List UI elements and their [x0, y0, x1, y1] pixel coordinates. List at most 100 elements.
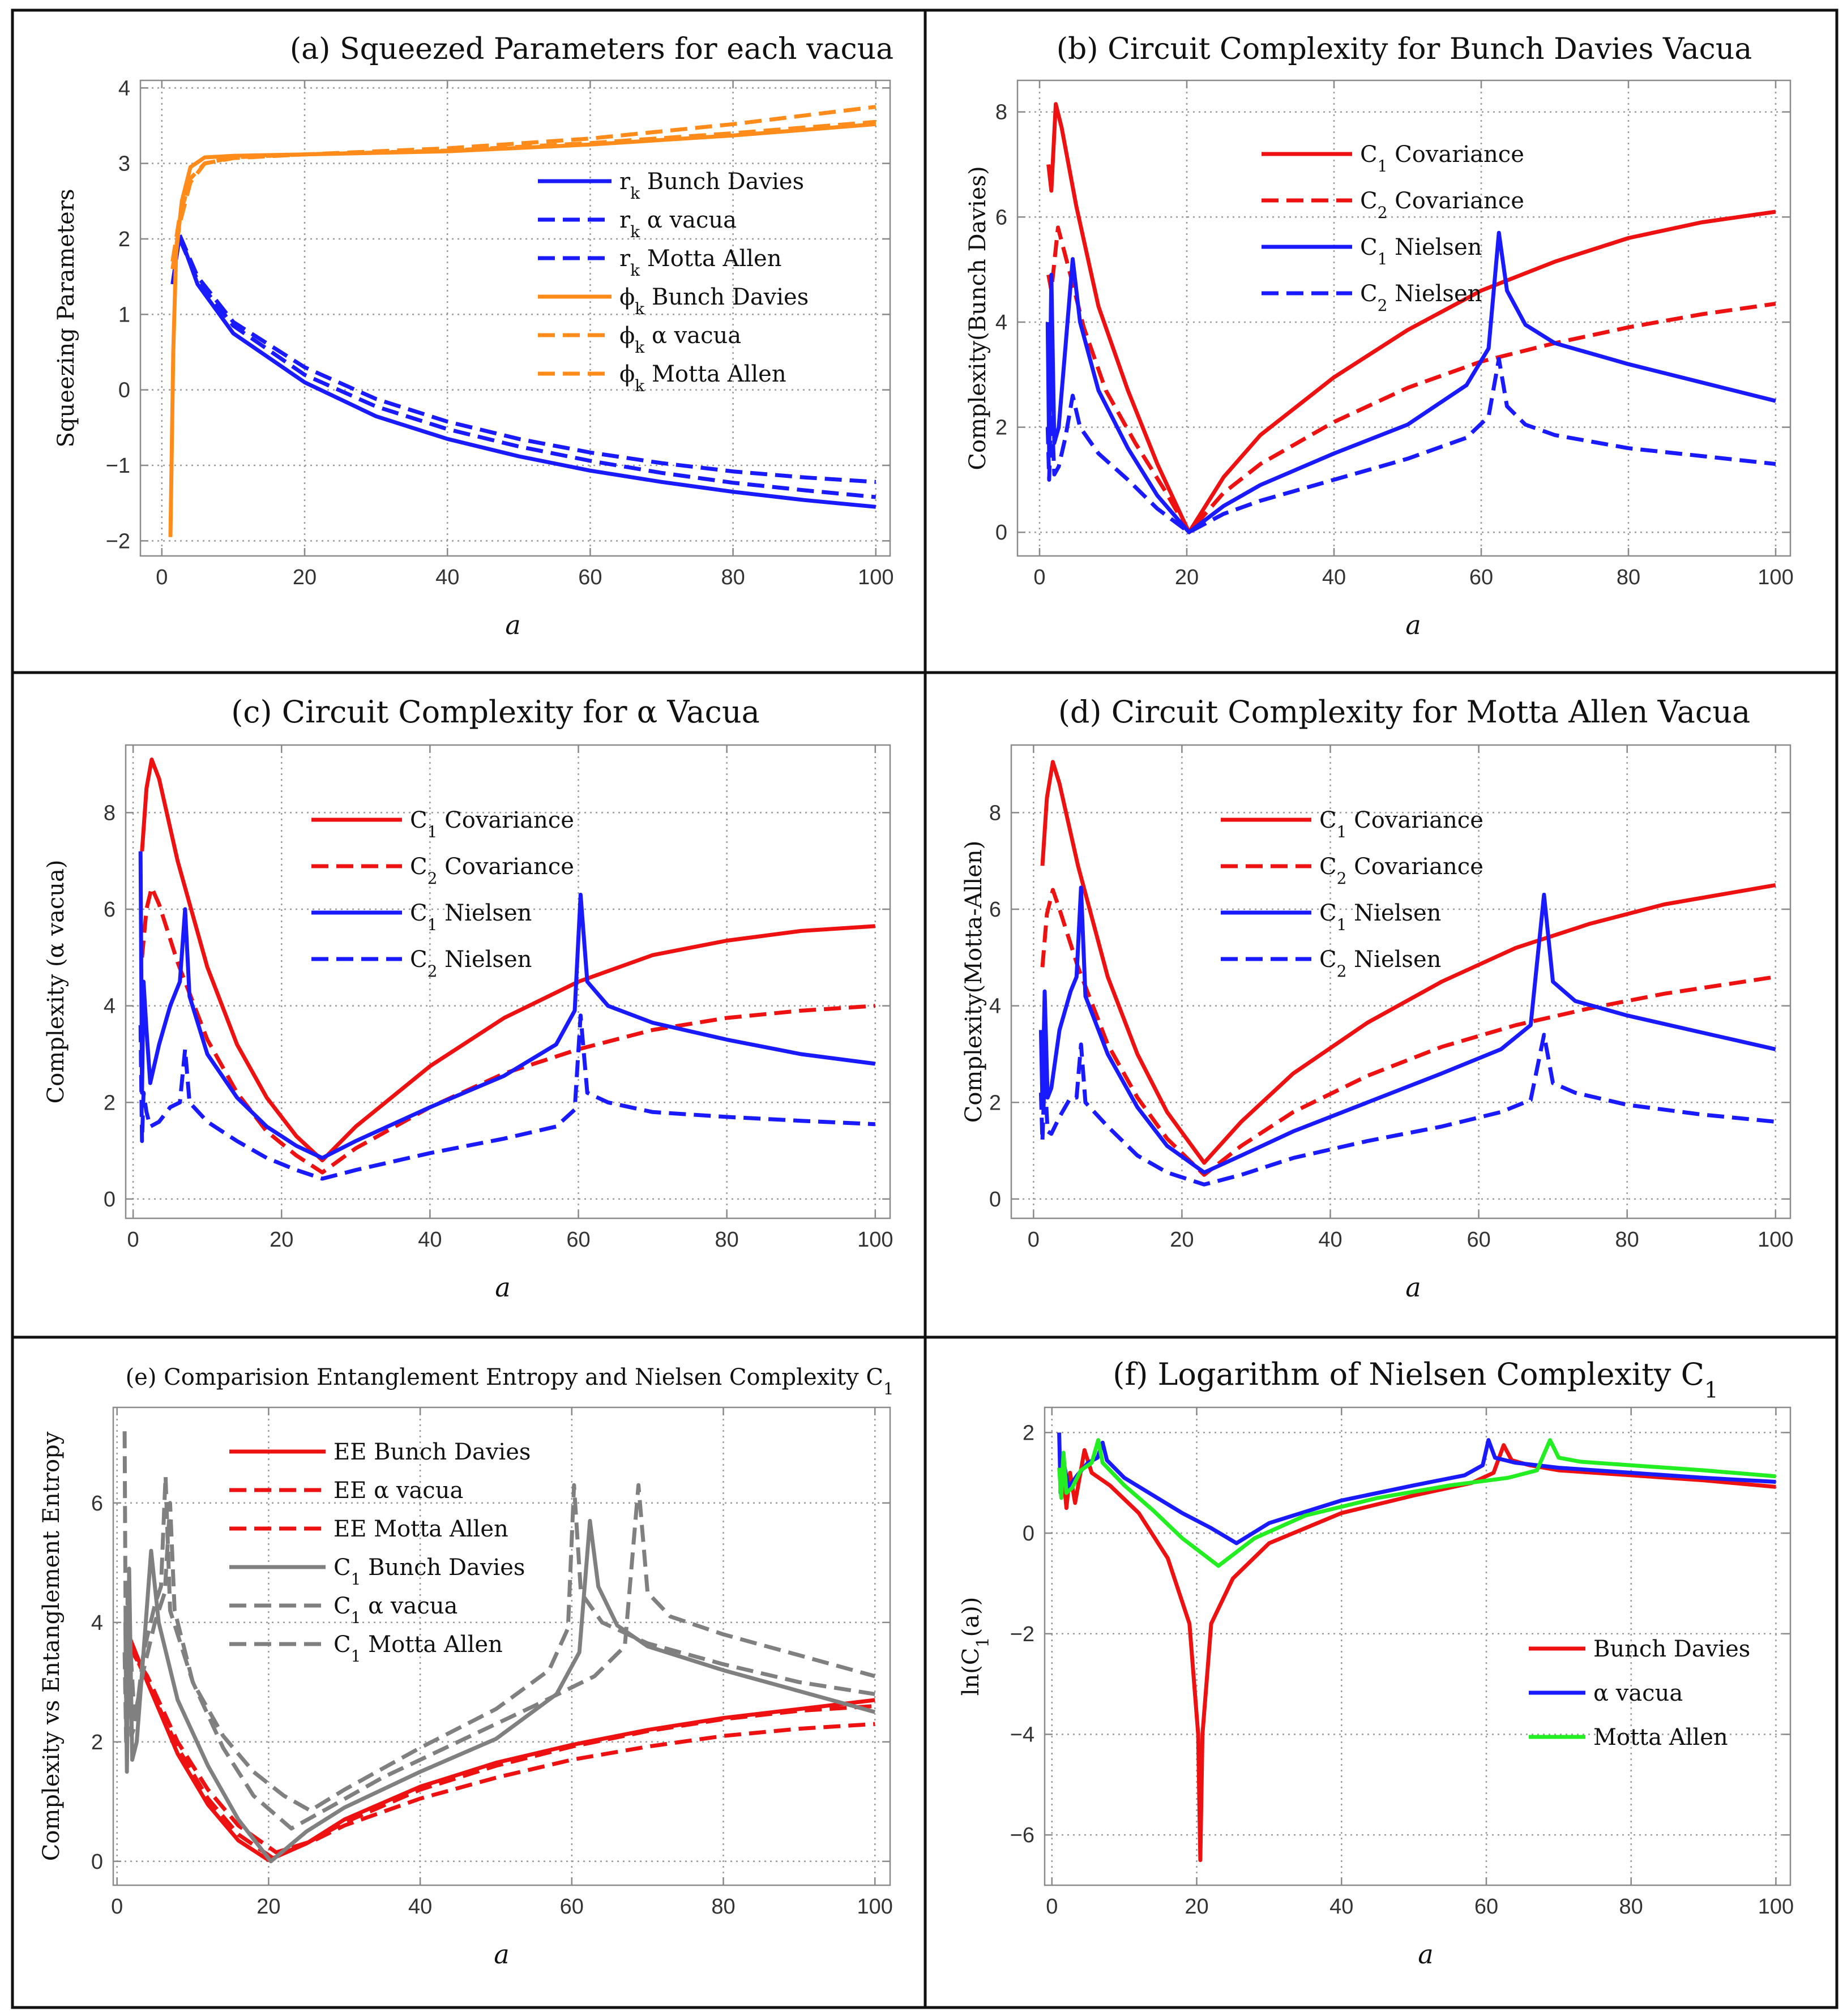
grid-e: [113, 1407, 890, 1885]
y-axis-label-d: Complexity(Motta-Allen): [961, 841, 987, 1123]
legend-label: C1 Nielsen: [1319, 900, 1441, 934]
x-axis-label-c: a: [495, 1272, 510, 1303]
series-line-c-1-motta-allen: [122, 1474, 876, 1831]
ticks-c: 0 20 40 60 80 100 0 2 4 6 8: [104, 745, 893, 1252]
ticks-f: 0 20 40 60 80 100 −6 −4 −2 0 2: [1010, 1407, 1794, 1919]
panel-e: 0 20 40 60 80 100 0 2 4 6 (e) Comparision Entangle…: [39, 1364, 893, 1970]
x-tick-label: 80: [721, 566, 745, 589]
series-line--k-motta-allen: [170, 119, 877, 269]
x-tick-label: 60: [1474, 1895, 1498, 1919]
series-group-d: [1038, 760, 1776, 1187]
legend-label: C1 α vacua: [334, 1593, 458, 1627]
x-tick-label: 60: [560, 1895, 584, 1919]
series-line--k-vacua: [170, 105, 877, 262]
y-tick-label: 6: [995, 206, 1007, 229]
series-line-ee-bunch-davies: [126, 1633, 875, 1863]
x-tick-label: 100: [857, 1895, 893, 1919]
y-tick-label: 0: [118, 379, 130, 403]
series-line-c-2-nielsen: [1038, 1033, 1776, 1187]
x-tick-label: 0: [127, 1228, 139, 1252]
legend-label: Bunch Davies: [1593, 1636, 1750, 1662]
series-line-ee-motta-allen: [126, 1639, 875, 1860]
panel-f: 0 20 40 60 80 100 −6 −4 −2 0 2 (f) Logarithm of Nie…: [958, 1356, 1794, 1970]
outer-border: [11, 8, 1839, 2009]
series-line-r-k-motta-allen: [178, 238, 877, 499]
chart-title-b: (b) Circuit Complexity for Bunch Davies …: [1057, 32, 1752, 66]
legend-label: C1 Motta Allen: [334, 1632, 503, 1666]
y-tick-label: 8: [989, 801, 1001, 825]
x-tick-label: 20: [293, 566, 317, 589]
panel-d: 0 20 40 60 80 100 0 2 4 6 8 (d) Circuit Complexity …: [961, 694, 1793, 1303]
y-tick-label: 0: [91, 1850, 103, 1874]
x-axis-label-a: a: [505, 610, 520, 640]
x-tick-label: 20: [256, 1895, 280, 1919]
chart-title-d: (d) Circuit Complexity for Motta Allen V…: [1058, 694, 1750, 730]
x-tick-label: 0: [1033, 566, 1045, 589]
x-tick-label: 40: [1322, 566, 1346, 589]
legend-label: rk α vacua: [619, 207, 737, 241]
chart-title-a: (a) Squeezed Parameters for each vacua: [290, 32, 893, 66]
x-tick-label: 60: [1469, 566, 1493, 589]
legend-label: EE Motta Allen: [334, 1516, 508, 1542]
y-tick-label: 4: [118, 76, 130, 100]
series-line-c-2-nielsen: [1045, 357, 1776, 534]
y-tick-label: −2: [106, 529, 130, 553]
legend-label: Motta Allen: [1593, 1724, 1728, 1750]
series-group-a: [168, 105, 877, 537]
legend-label: rk Bunch Davies: [619, 169, 804, 203]
series-line-c-2-covariance: [1040, 888, 1776, 1177]
legend-d: C1 Covariance C2 Covariance C1 Nielsen C2 N…: [1221, 807, 1483, 981]
x-tick-label: 20: [1185, 1895, 1208, 1919]
y-tick-label: −2: [1010, 1623, 1034, 1646]
y-tick-label: 3: [118, 152, 130, 176]
chart-title-e: (e) Comparision Entanglement Entropy and…: [126, 1364, 894, 1398]
series-line-c-1-nielsen: [1045, 230, 1776, 534]
x-tick-label: 100: [1758, 1228, 1793, 1252]
x-tick-label: 40: [408, 1895, 432, 1919]
plot-frame-d: [1010, 744, 1792, 1219]
x-tick-label: 80: [711, 1895, 735, 1919]
legend-b: C1 Covariance C2 Covariance C1 Nielsen C2 N…: [1262, 142, 1524, 315]
plot-frame-a: [139, 79, 891, 557]
y-tick-label: 8: [995, 101, 1007, 125]
y-tick-label: −4: [1010, 1723, 1034, 1747]
x-tick-label: 20: [1175, 566, 1199, 589]
series-group-e: [122, 1431, 876, 1864]
series-line-c-1-covariance: [140, 757, 876, 1163]
x-tick-label: 0: [1028, 1228, 1040, 1252]
x-tick-label: 100: [857, 1228, 893, 1252]
legend-label: C1 Covariance: [1360, 142, 1524, 176]
x-tick-label: 0: [156, 566, 168, 589]
series-group-f: [1057, 1432, 1776, 1863]
legend-a: rk Bunch Davies rk α vacua rk Motta Allen ϕ…: [538, 169, 809, 395]
y-tick-label: 4: [995, 311, 1007, 335]
legend-f: Bunch Davies α vacua Motta Allen: [1529, 1636, 1750, 1750]
series-line-c-1-covariance: [1046, 102, 1776, 534]
y-tick-label: 6: [104, 898, 116, 922]
y-tick-label: 6: [989, 898, 1001, 922]
x-tick-label: 60: [1467, 1228, 1490, 1252]
legend-label: C2 Nielsen: [1360, 281, 1482, 315]
y-tick-label: 2: [1023, 1421, 1034, 1445]
y-tick-label: 4: [91, 1611, 103, 1635]
x-axis-label-e: a: [494, 1939, 509, 1970]
x-tick-label: 60: [566, 1228, 590, 1252]
legend-c: C1 Covariance C2 Covariance C1 Nielsen C2 N…: [311, 807, 574, 981]
legend-label: EE α vacua: [334, 1478, 463, 1504]
plot-frame-e: [112, 1406, 891, 1886]
y-tick-label: 4: [104, 995, 116, 1018]
x-tick-label: 80: [1619, 1895, 1643, 1919]
y-tick-label: 0: [995, 521, 1007, 545]
series-line-r-k-vacua: [170, 233, 877, 484]
legend-label: EE Bunch Davies: [334, 1439, 531, 1465]
x-tick-label: 100: [858, 566, 893, 589]
plot-frame-f: [1044, 1406, 1792, 1886]
x-tick-label: 40: [1329, 1895, 1353, 1919]
y-axis-label-a: Squeezing Parameters: [53, 189, 79, 448]
y-tick-label: 2: [91, 1731, 103, 1754]
y-axis-label-b: Complexity(Bunch Davies): [965, 166, 991, 470]
y-tick-label: 2: [118, 228, 130, 251]
legend-e: EE Bunch Davies EE α vacua EE Motta Allen C…: [229, 1439, 531, 1666]
y-tick-label: 0: [104, 1188, 116, 1212]
